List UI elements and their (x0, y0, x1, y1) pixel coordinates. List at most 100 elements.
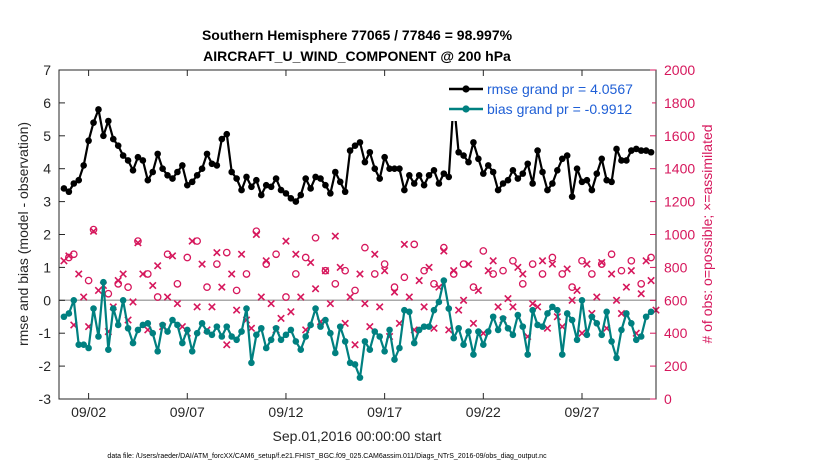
obs-assimilated-marker (139, 270, 147, 278)
obs-assimilated-marker (89, 227, 98, 235)
rmse-point (183, 181, 191, 189)
obs-assimilated-marker (440, 247, 448, 255)
rmse-point (159, 165, 166, 172)
bias-point (618, 326, 625, 334)
obs-assimilated-stroke (178, 322, 187, 331)
obs-assimilated-stroke (351, 340, 359, 349)
obs-assimilated-marker (208, 303, 216, 311)
rmse-point (95, 106, 102, 113)
bias-point (642, 313, 650, 321)
bias-point (114, 321, 122, 329)
series-lines-layer (60, 96, 655, 381)
bias-point (179, 339, 186, 347)
rmse-point (307, 185, 314, 192)
obs-assimilated-stroke (449, 266, 458, 275)
obs-assimilated-stroke (163, 293, 172, 301)
obs-assimilated-marker (79, 293, 88, 301)
y-left-tick-label: -1 (39, 325, 52, 341)
bias-point (514, 311, 522, 319)
rmse-point (292, 198, 300, 205)
obs-assimilated-stroke (469, 319, 478, 328)
obs-assimilated-marker (321, 266, 330, 275)
rmse-point (341, 188, 349, 196)
obs-assimilated-marker (642, 257, 650, 265)
bias-point (257, 324, 265, 332)
obs-assimilated-marker (637, 289, 645, 298)
bias-point (608, 338, 615, 345)
bias-point (238, 328, 245, 335)
obs-possible-marker (637, 279, 646, 288)
rmse-point (248, 183, 255, 191)
obs-possible-marker (410, 240, 419, 249)
bias-point (218, 333, 226, 340)
bias-point (637, 333, 645, 340)
obs-assimilated-stroke (198, 260, 206, 268)
rmse-point (406, 171, 413, 179)
obs-assimilated-stroke (390, 288, 399, 296)
rmse-point (514, 175, 522, 182)
rmse-point (149, 168, 157, 176)
obs-possible-marker (518, 279, 527, 288)
obs-possible-marker (370, 270, 379, 278)
obs-assimilated-marker (380, 266, 389, 275)
obs-assimilated-marker (252, 230, 261, 239)
obs-assimilated-stroke (301, 326, 310, 334)
obs-possible-marker (538, 270, 547, 278)
obs-count-layer (60, 225, 660, 349)
y-right-tick-label: 800 (664, 259, 688, 275)
obs-assimilated-marker (188, 237, 196, 245)
bias-point (455, 324, 462, 332)
obs-assimilated-stroke (153, 261, 162, 270)
rmse-point (647, 148, 655, 156)
y-left-tick-label: 7 (43, 62, 51, 78)
obs-possible-marker (390, 283, 399, 291)
obs-assimilated-marker (405, 293, 414, 301)
obs-possible-marker (528, 260, 537, 268)
obs-possible-marker (479, 247, 488, 255)
rmse-point (322, 181, 329, 189)
obs-assimilated-marker (612, 296, 621, 305)
bias-point (282, 331, 290, 339)
obs-assimilated-marker (153, 261, 162, 270)
rmse-point (524, 160, 532, 168)
bias-point (445, 305, 453, 312)
obs-assimilated-stroke (134, 238, 142, 247)
x-axis-label: Sep.01,2016 00:00:00 start (273, 428, 442, 444)
rmse-point (366, 148, 374, 156)
obs-assimilated-marker (237, 250, 246, 259)
obs-assimilated-marker (336, 263, 344, 272)
y-left-tick-label: 2 (43, 227, 51, 243)
obs-assimilated-stroke (292, 250, 300, 259)
rmse-point (272, 175, 280, 182)
rmse-point (70, 180, 78, 187)
rmse-point (253, 176, 260, 184)
rmse-point (346, 147, 354, 154)
obs-assimilated-marker (257, 293, 266, 301)
bias-point (253, 331, 260, 339)
obs-assimilated-marker (509, 303, 517, 311)
obs-assimilated-stroke (642, 257, 650, 265)
obs-assimilated-marker (193, 303, 201, 311)
obs-assimilated-stroke (380, 266, 389, 275)
rmse-point (144, 176, 152, 184)
obs-assimilated-marker (351, 340, 359, 349)
bias-point (95, 333, 102, 340)
rmse-point (415, 171, 423, 179)
obs-assimilated-marker (74, 270, 83, 278)
bias-point (267, 336, 275, 344)
obs-assimilated-stroke (647, 276, 655, 285)
obs-possible-marker (203, 283, 211, 291)
rmse-point (499, 180, 507, 187)
obs-assimilated-stroke (464, 260, 473, 268)
obs-assimilated-stroke (400, 240, 409, 249)
y-left-tick-label: -3 (39, 391, 52, 407)
legend-rmse-marker (462, 85, 470, 93)
obs-possible-marker (400, 273, 409, 282)
bias-point (499, 315, 507, 322)
obs-assimilated-marker (306, 258, 315, 267)
obs-assimilated-marker (573, 286, 581, 295)
rmse-point (420, 181, 428, 189)
obs-assimilated-stroke (637, 289, 645, 298)
rmse-point (608, 178, 615, 186)
obs-possible-marker (222, 248, 231, 257)
